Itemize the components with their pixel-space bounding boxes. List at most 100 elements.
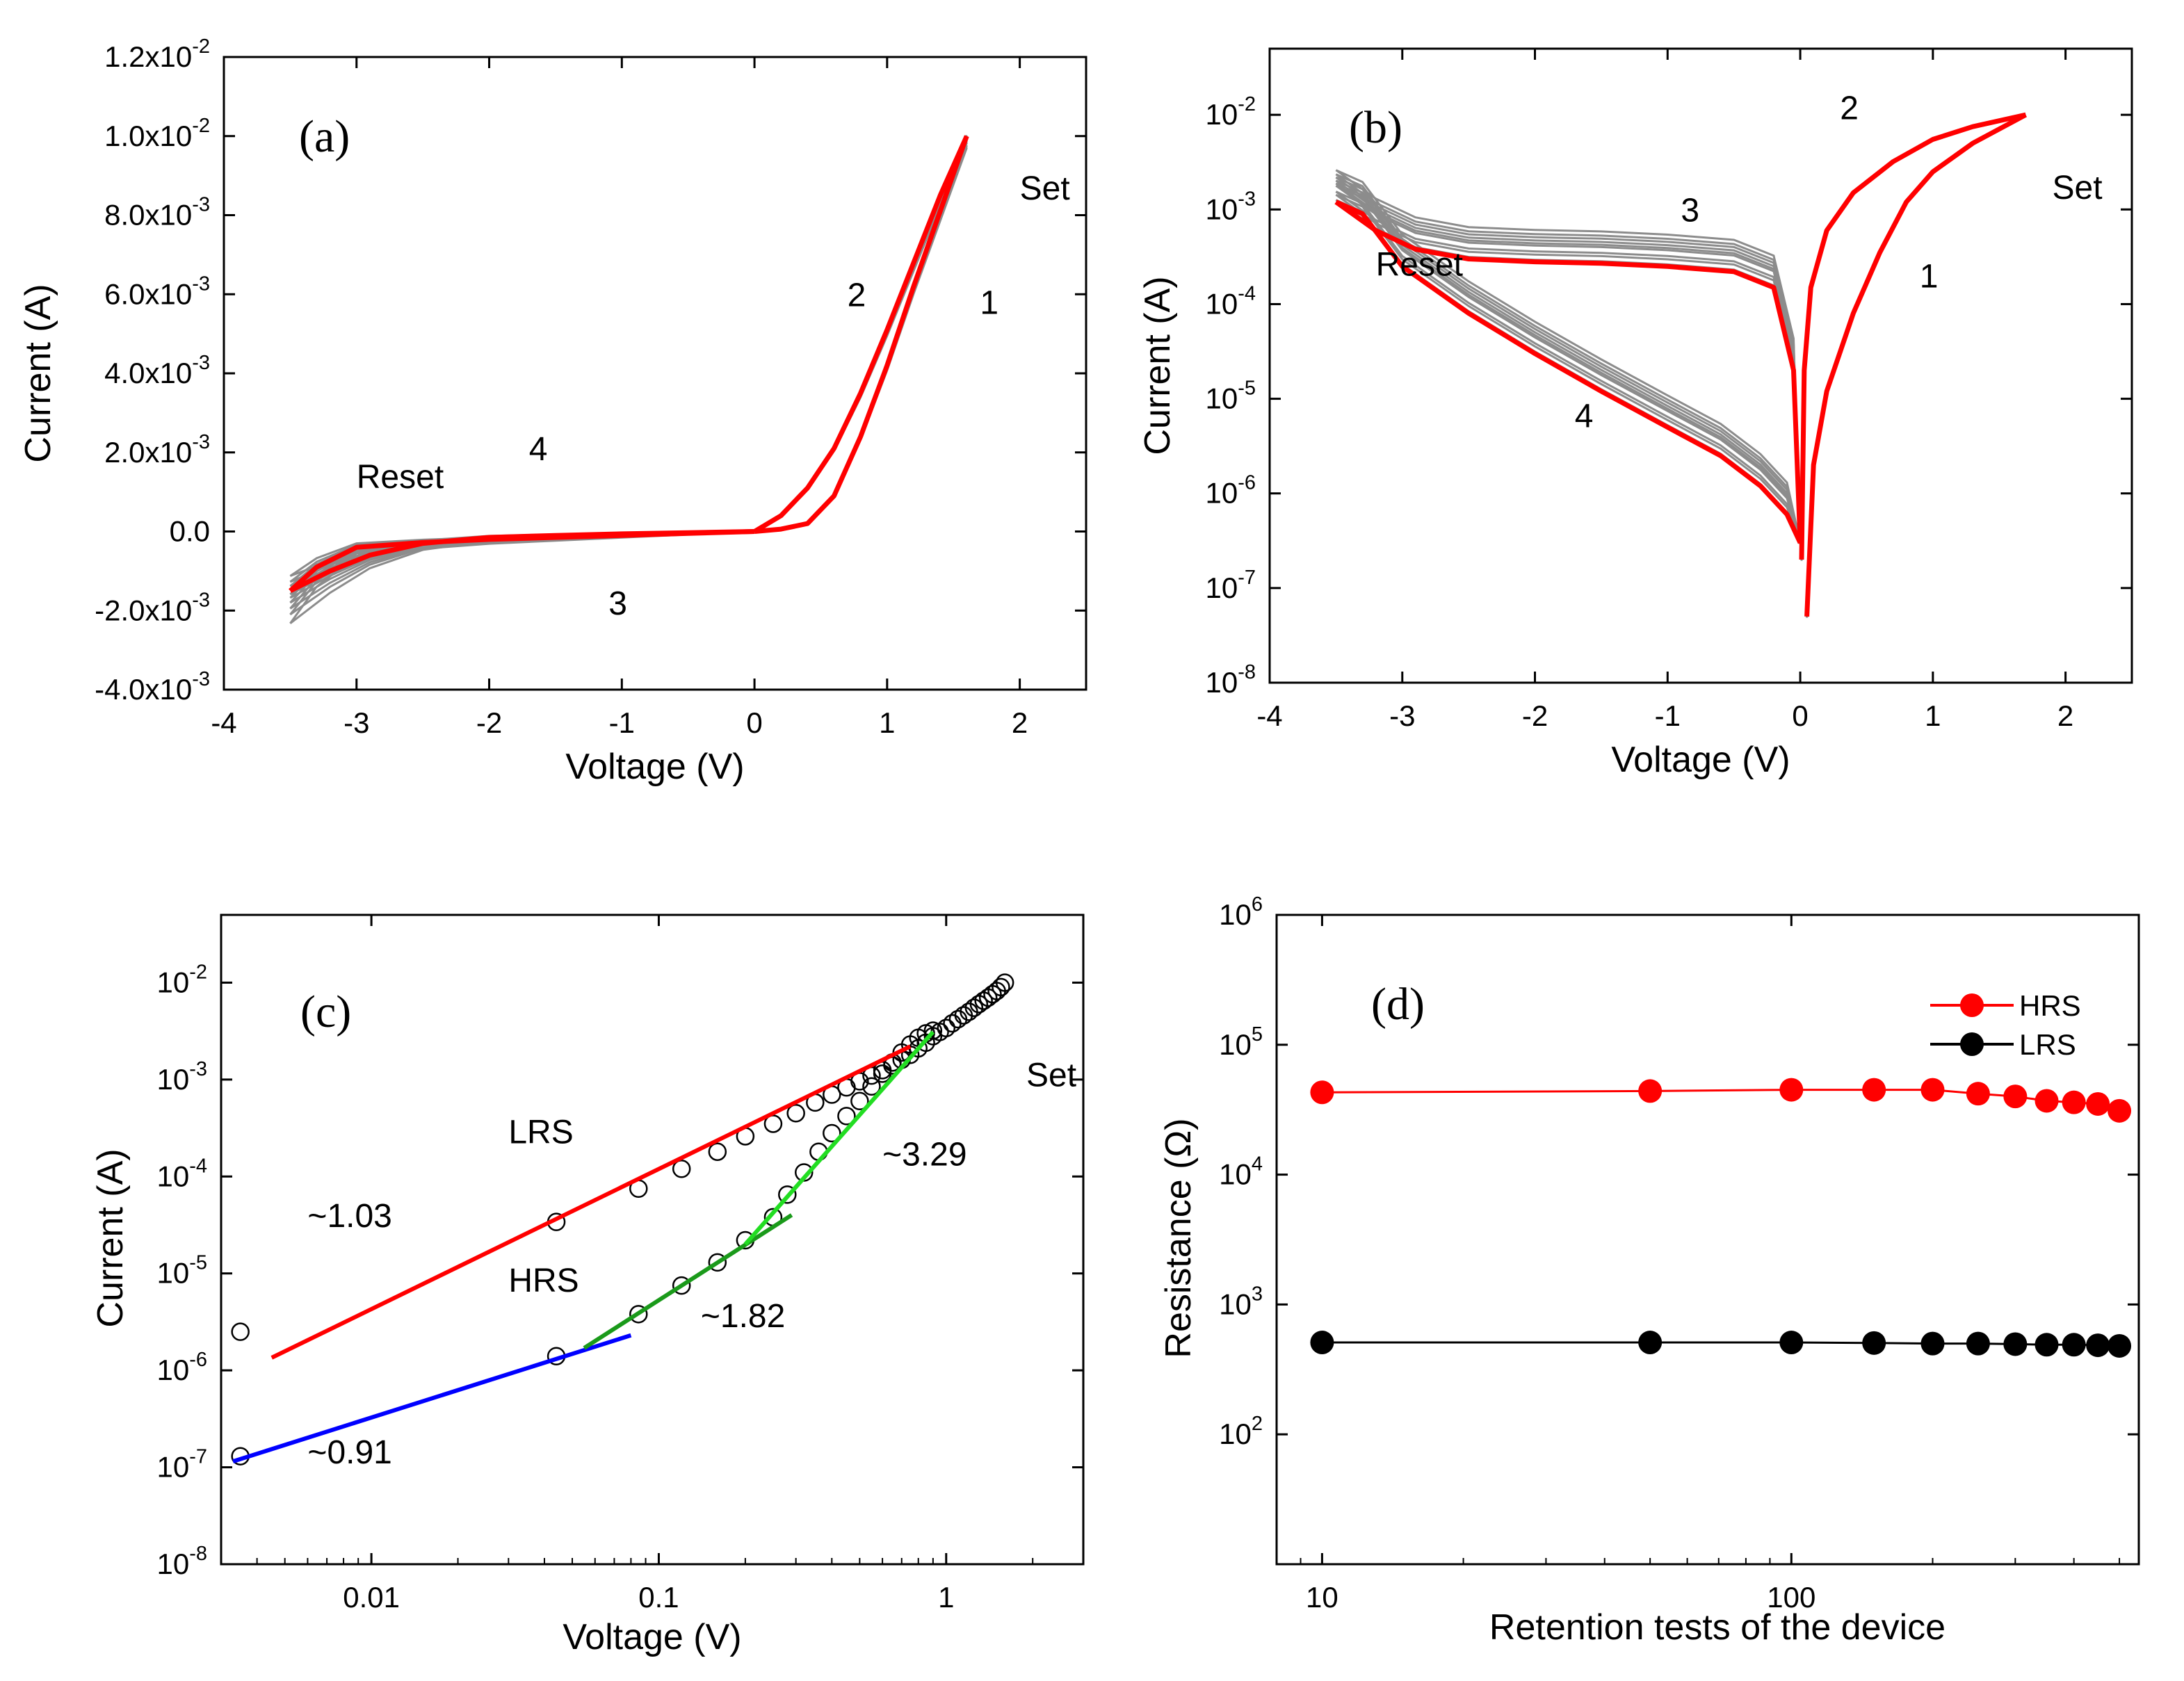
y-tick-exponent: -3: [192, 431, 210, 453]
y-tick-exponent: 6: [1252, 893, 1263, 916]
data-point: [862, 1077, 881, 1096]
data-point-lrs: [1862, 1331, 1886, 1355]
cycle-line: [1800, 114, 2026, 560]
x-axis-label: Voltage (V): [563, 1617, 741, 1657]
data-point: [995, 973, 1014, 992]
annotation: 1: [980, 285, 998, 322]
data-point: [823, 1123, 841, 1143]
y-tick-mantissa: 10: [156, 1548, 189, 1580]
y-tick-mantissa: 10: [1205, 382, 1238, 415]
y-tick-exponent: -2: [189, 961, 207, 983]
data-point-lrs: [1638, 1331, 1663, 1355]
annotation: Reset: [357, 459, 444, 496]
x-tick-label: -3: [1389, 699, 1415, 732]
y-tick-exponent: -8: [1238, 661, 1256, 683]
data-point: [672, 1160, 691, 1178]
y-axis-label: Resistance (Ω): [1158, 1118, 1199, 1358]
representative-cycle-line: [753, 135, 969, 534]
x-tick-label: -3: [343, 706, 369, 739]
x-tick-label: 0: [1792, 699, 1808, 732]
panel-a: -4 -3 -2 -1 0 1 2-4.0x10-3-2.0x10-30.02.0x10-3…: [18, 35, 1087, 787]
panel-label: (b): [1349, 102, 1402, 153]
y-tick-label: 10-5: [1205, 377, 1256, 415]
annotation: Set: [2053, 170, 2103, 206]
y-tick-mantissa: 10: [156, 1063, 189, 1096]
cycle-line: [1335, 173, 1802, 544]
fit-line: [270, 1044, 912, 1360]
data-point: [786, 1103, 805, 1123]
y-tick-mantissa: 10: [156, 966, 189, 998]
data-point-lrs: [2062, 1333, 2086, 1357]
cycle-line: [1800, 115, 2026, 561]
data-point: [992, 977, 1010, 997]
cycle-line: [754, 137, 968, 533]
legend-marker-lrs: [1960, 1032, 1984, 1056]
annotation: 3: [1681, 192, 1699, 229]
y-tick-mantissa: 10: [1205, 477, 1238, 510]
data-point-lrs: [2003, 1332, 2028, 1356]
data-point-lrs: [1310, 1331, 1334, 1355]
annotation: Reset: [1376, 246, 1463, 283]
y-tick-exponent: -3: [192, 668, 210, 690]
data-point-hrs: [2062, 1090, 2086, 1114]
cycle-line: [1335, 176, 1802, 544]
y-tick-mantissa: 1.0x10: [104, 120, 192, 152]
x-tick-label: 0: [746, 706, 762, 739]
y-tick-mantissa: 10: [1219, 1418, 1252, 1450]
data-point: [778, 1185, 797, 1204]
y-tick-exponent: -6: [189, 1349, 207, 1371]
annotation: Set: [1020, 170, 1070, 207]
y-tick-mantissa: 8.0x10: [104, 199, 192, 232]
representative-cycle-line: [1799, 112, 2027, 560]
data-point-hrs: [1862, 1078, 1886, 1102]
x-tick-label: 2: [2057, 699, 2073, 732]
x-tick-label: 0.01: [343, 1581, 400, 1614]
y-tick-label: 10-3: [1205, 188, 1256, 225]
y-tick-label: 10-6: [156, 1349, 207, 1386]
cycle-line: [754, 140, 968, 533]
annotation: 2: [848, 277, 866, 314]
representative-cycle-line: [1334, 200, 1803, 544]
data-point-hrs: [1920, 1078, 1945, 1102]
annotation: ~0.91: [307, 1434, 391, 1471]
x-tick-label: 100: [1767, 1581, 1815, 1614]
data-point-lrs: [1779, 1331, 1804, 1355]
y-tick-mantissa: 10: [1219, 898, 1252, 931]
panel-label: (a): [299, 111, 350, 162]
representative-cycle-line: [289, 529, 755, 593]
y-tick-exponent: -3: [192, 589, 210, 611]
data-point-hrs: [1638, 1079, 1663, 1103]
data-point-lrs: [2035, 1333, 2059, 1357]
cycle-line: [754, 141, 968, 533]
y-tick-mantissa: 10: [1205, 98, 1238, 131]
annotation: Set: [1026, 1057, 1076, 1094]
y-tick-mantissa: 10: [156, 1354, 189, 1386]
legend-label-lrs: LRS: [2019, 1028, 2076, 1061]
annotation: 4: [529, 431, 548, 468]
x-tick-label: 1: [1925, 699, 1941, 732]
y-tick-mantissa: 6.0x10: [104, 277, 192, 310]
y-tick-mantissa: -4.0x10: [95, 673, 192, 706]
annotation: 2: [1840, 90, 1859, 127]
cycle-line: [1335, 179, 1802, 544]
representative-cycle-line: [1334, 200, 1803, 544]
y-tick-exponent: -7: [189, 1446, 207, 1468]
cycle-line: [754, 143, 968, 533]
y-tick-exponent: 3: [1252, 1283, 1263, 1305]
y-tick-exponent: -8: [189, 1543, 207, 1565]
y-tick-label: 102: [1219, 1413, 1263, 1450]
annotation: 3: [608, 585, 627, 622]
annotation: ~1.03: [307, 1198, 391, 1235]
y-tick-mantissa: -2.0x10: [95, 594, 192, 626]
data-point-hrs: [2108, 1098, 2132, 1123]
y-tick-label: 103: [1219, 1283, 1263, 1320]
plot-frame: [1268, 47, 2133, 684]
y-tick-label: 10-6: [1205, 472, 1256, 510]
data-point: [873, 1064, 892, 1083]
y-axis-label: Current (A): [18, 284, 58, 462]
x-tick-label: -4: [211, 706, 236, 739]
fit-line: [583, 1213, 793, 1350]
y-tick-exponent: -3: [1238, 188, 1256, 210]
